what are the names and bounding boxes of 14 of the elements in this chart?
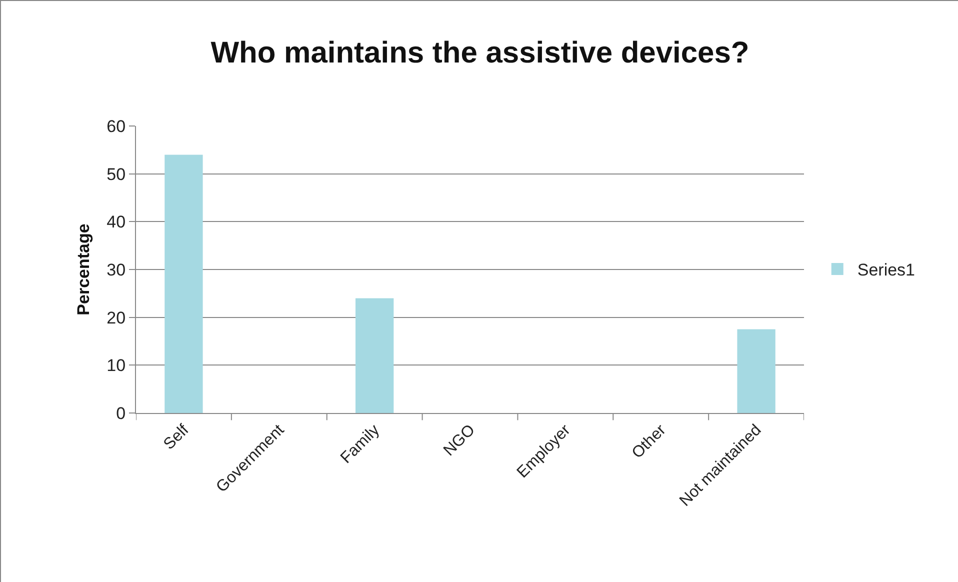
y-tick-label: 60 [106, 116, 126, 136]
bar [164, 154, 203, 413]
y-tick-label: 20 [106, 308, 126, 328]
legend-label: Series1 [857, 260, 915, 280]
y-tick-label: 40 [106, 212, 126, 232]
y-tick-label: 30 [106, 260, 126, 280]
x-tick-label: Self [160, 421, 193, 454]
y-tick-label: 50 [106, 164, 126, 184]
bar [737, 329, 776, 413]
y-tick-label: 10 [106, 356, 126, 376]
chart-title: Who maintains the assistive devices? [210, 36, 750, 70]
bar [355, 298, 394, 413]
y-tick-label: 0 [116, 404, 126, 423]
y-axis-title: Percentage [74, 224, 94, 316]
